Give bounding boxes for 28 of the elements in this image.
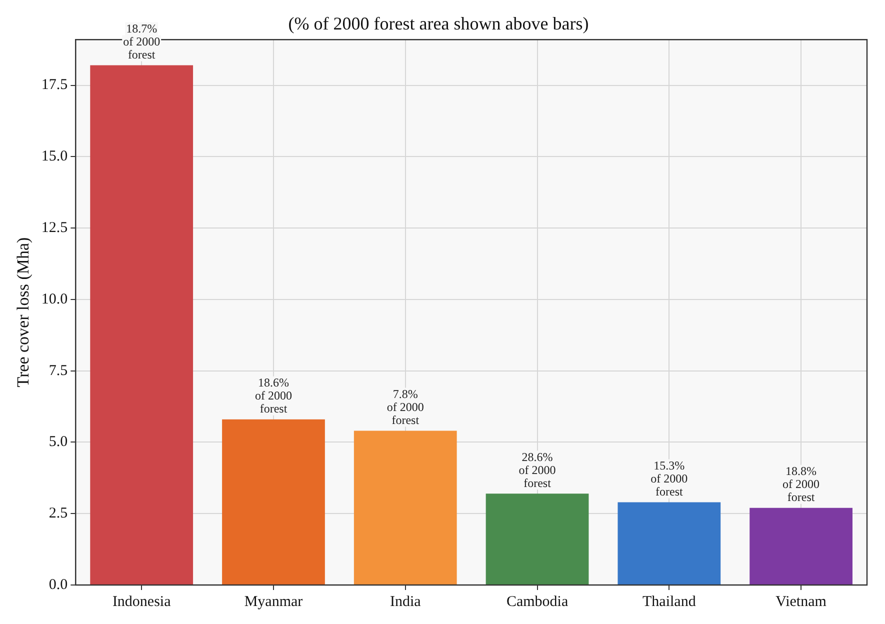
bar [222, 419, 325, 584]
y-tick-label: 7.5 [48, 362, 68, 379]
annotation: 18.7% of 2000 forest [123, 21, 160, 62]
x-tick-label: Myanmar [244, 594, 303, 610]
x-tick-label: India [390, 594, 422, 610]
y-tick-label: 2.5 [48, 506, 68, 522]
x-tick-label: Vietnam [776, 594, 827, 610]
bar [618, 502, 721, 584]
bar [354, 430, 457, 584]
annotation: 18.8% of 2000 forest [782, 464, 820, 504]
y-tick-label: 17.5 [41, 77, 68, 94]
x-tick-label: Cambodia [506, 594, 568, 610]
annotation: 15.3% of 2000 forest [650, 458, 688, 498]
bar [750, 508, 852, 584]
y-tick-label: 12.5 [41, 220, 68, 236]
y-tick-label: 15.0 [41, 148, 68, 165]
y-tick-label: 10.0 [41, 291, 68, 308]
y-axis-title: Tree cover loss (Mha) [14, 237, 33, 388]
annotation: 18.6% of 2000 forest [254, 376, 292, 416]
annotation: 28.6% of 2000 forest [518, 450, 556, 490]
annotation: 7.8% of 2000 forest [386, 386, 424, 427]
bar [486, 494, 589, 584]
x-tick-label: Indonesia [112, 594, 172, 610]
chart-title: (% of 2000 forest area shown above bars) [288, 14, 589, 34]
bar [90, 65, 194, 584]
y-tick-label: 0.0 [48, 576, 68, 593]
y-tick-label: 5.0 [48, 434, 68, 450]
x-tick-label: Thailand [642, 594, 696, 610]
